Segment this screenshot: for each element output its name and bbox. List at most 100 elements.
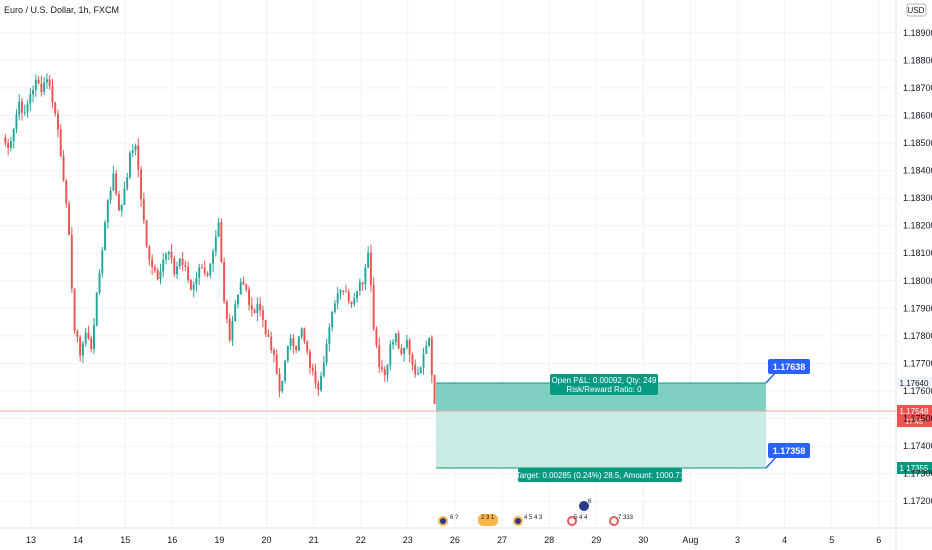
risk-reward-text: Risk/Reward Ratio: 0 (566, 385, 642, 394)
event-marker[interactable]: 5 4 4 (567, 515, 588, 526)
candle-body (325, 343, 328, 363)
events-layer: 6 ? 2 3 1 4 5 4 3 5 4 4 7 333 6 (438, 499, 634, 526)
candle-body (322, 362, 325, 376)
event-marker[interactable]: 2 3 1 (478, 514, 498, 526)
event-marker[interactable]: 6 (579, 499, 592, 511)
open-pnl-label[interactable]: Open P&L: 0.00092, Qty: 249 Risk/Reward … (550, 374, 658, 395)
candle (59, 123, 62, 158)
candle-body (225, 301, 228, 319)
candle (178, 257, 181, 270)
candle-body (195, 277, 198, 285)
candle (248, 285, 251, 311)
candle-body (51, 86, 54, 103)
candle (198, 263, 201, 285)
candle-body (134, 145, 137, 151)
candle-body (411, 354, 414, 365)
candle-body (303, 328, 306, 342)
candle (336, 286, 339, 310)
candle-body (275, 354, 278, 374)
candle (140, 166, 143, 207)
candle (419, 366, 422, 374)
candle (289, 334, 292, 351)
candle (84, 327, 87, 347)
candle-body (292, 338, 295, 346)
candle (217, 217, 220, 238)
symbol-title[interactable]: Euro / U.S. Dollar, 1h, FXCM (4, 5, 119, 15)
candle-body (73, 288, 76, 331)
candle (26, 99, 29, 118)
candle (297, 335, 300, 352)
candle-body (405, 340, 408, 348)
candle (18, 94, 21, 121)
candle-body (112, 173, 115, 191)
target-price-callout[interactable]: 1.17358 (765, 443, 810, 469)
candle-body (21, 101, 23, 113)
candle (123, 181, 126, 206)
candle (98, 269, 101, 295)
currency-badge[interactable]: USD (906, 3, 927, 17)
current-price-tag-text: 1.17548 (900, 407, 929, 416)
target-zone[interactable] (436, 411, 766, 468)
candle-body (59, 129, 62, 156)
candle-body (104, 222, 107, 251)
candle (165, 251, 167, 265)
candle-body (156, 270, 159, 280)
candle-body (378, 345, 381, 368)
candle-body (87, 332, 90, 339)
candle (212, 248, 215, 272)
candle (328, 323, 331, 351)
price-axis-label: 1.18500 (903, 138, 932, 148)
current-price-tag: 1.17548 17:43 (897, 405, 932, 427)
time-axis-label: 6 (876, 535, 881, 545)
candle (331, 311, 334, 332)
price-axis-label: 1.18900 (903, 28, 932, 38)
candle (129, 150, 131, 180)
event-marker-text: 7 333 (618, 515, 634, 521)
candle-body (400, 348, 403, 354)
candle-body (267, 334, 270, 337)
candle-body (201, 267, 203, 269)
candle (353, 292, 356, 307)
candle-body (12, 128, 15, 142)
price-axis-label: 1.18400 (903, 166, 932, 176)
candle-body (214, 236, 217, 252)
candle (286, 345, 289, 363)
price-axis-label: 1.17300 (903, 469, 932, 479)
event-marker-text: 2 3 1 (481, 515, 495, 521)
candle-body (145, 220, 148, 247)
countdown-text: 17:43 (905, 419, 923, 426)
candle-body (170, 251, 173, 259)
candle (189, 279, 192, 291)
candle (281, 380, 284, 394)
price-axis-label: 1.18000 (903, 276, 932, 286)
candle (201, 263, 203, 269)
entry-price-callout[interactable]: 1.17638 (765, 359, 810, 384)
price-axis-label: 1.18600 (903, 110, 932, 120)
price-axis-label: 1.17400 (903, 441, 932, 451)
target-label[interactable]: Target: 0.00285 (0.24%) 28.5, Amount: 10… (516, 468, 685, 482)
event-marker-text: 6 (588, 499, 592, 505)
candle-body (45, 79, 48, 83)
candle (259, 297, 262, 317)
candle-body (93, 325, 95, 350)
candle-body (367, 252, 370, 268)
candle-body (419, 367, 422, 374)
candle-body (433, 374, 436, 404)
time-axis-label: 14 (73, 535, 83, 545)
candle (425, 340, 428, 354)
candle-body (295, 345, 298, 351)
candle-body (394, 333, 397, 342)
event-marker[interactable]: 7 333 (609, 515, 634, 526)
candle (295, 345, 298, 354)
event-marker[interactable]: 6 ? (438, 515, 459, 526)
event-marker[interactable]: 4 5 4 3 (513, 515, 543, 526)
candle (115, 170, 118, 196)
candle-body (165, 254, 167, 260)
candle-body (29, 94, 32, 104)
candle (145, 219, 148, 248)
candle-body (62, 155, 65, 181)
candle-body (256, 304, 259, 314)
candle (358, 278, 361, 296)
